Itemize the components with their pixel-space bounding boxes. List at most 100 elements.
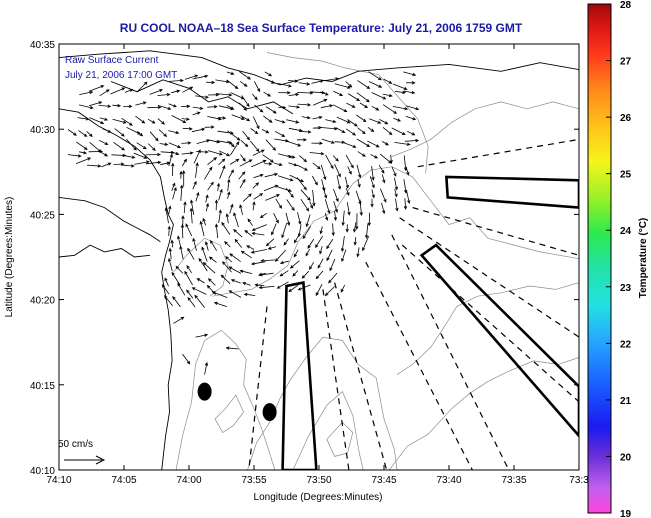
current-vector <box>258 285 275 290</box>
current-vector <box>195 162 199 178</box>
current-vector <box>297 212 302 225</box>
current-vector <box>261 129 270 134</box>
current-vector <box>297 91 314 95</box>
current-vector <box>242 193 252 202</box>
current-vector <box>214 223 219 239</box>
current-vector <box>101 162 112 168</box>
current-vector <box>340 236 345 253</box>
current-vector <box>233 212 239 228</box>
coastline-segment <box>59 244 151 258</box>
current-vector <box>305 248 310 257</box>
current-vector <box>321 138 335 144</box>
current-vector <box>403 198 408 210</box>
current-vector <box>367 212 371 227</box>
x-tick-label: 73:45 <box>371 475 396 486</box>
current-vector <box>168 153 173 167</box>
current-vector <box>279 270 289 277</box>
current-vector <box>371 92 387 100</box>
bathymetry-contours <box>173 52 579 470</box>
current-vector <box>171 182 176 192</box>
current-vector <box>208 256 217 263</box>
current-vector <box>265 238 275 247</box>
current-vector <box>239 269 253 274</box>
current-vector <box>145 160 162 165</box>
current-vector <box>277 83 292 88</box>
current-vector <box>332 104 348 113</box>
current-vector <box>243 292 256 297</box>
current-vector <box>319 246 323 255</box>
current-vector <box>263 184 279 192</box>
current-vector <box>394 142 411 146</box>
current-vector <box>395 198 399 212</box>
current-vector <box>180 223 185 239</box>
current-vector <box>369 118 382 124</box>
current-vector <box>331 223 335 237</box>
colorbar-tick-label: 28 <box>620 0 632 11</box>
current-vector <box>347 166 352 175</box>
current-vector <box>381 141 389 146</box>
current-vector <box>263 91 272 97</box>
current-vector <box>123 104 133 108</box>
current-vector <box>229 203 234 214</box>
current-vector <box>301 270 310 279</box>
current-vector <box>379 119 389 125</box>
current-vector <box>315 284 323 297</box>
current-vector <box>213 301 227 307</box>
current-vector <box>250 128 259 135</box>
current-vector <box>251 224 267 231</box>
current-vector <box>207 278 216 286</box>
current-vector <box>88 85 105 92</box>
current-vector <box>345 128 357 136</box>
scale-arrow <box>64 455 106 465</box>
current-vector <box>171 271 181 286</box>
current-vector <box>238 102 248 111</box>
current-vector <box>309 151 325 156</box>
current-vector <box>181 158 187 167</box>
current-vector <box>234 238 243 248</box>
coastline-segment <box>110 79 294 115</box>
x-tick-label: 73:50 <box>306 475 331 486</box>
current-vector <box>393 117 402 122</box>
current-vector <box>205 194 209 203</box>
current-vector <box>225 346 239 350</box>
current-vector <box>300 198 310 212</box>
current-vector <box>325 154 334 170</box>
current-vector <box>357 151 366 157</box>
y-tick-label: 40:30 <box>30 125 55 136</box>
current-vector <box>301 115 311 120</box>
current-vector <box>171 162 175 177</box>
current-vector <box>333 188 339 203</box>
current-vector <box>315 235 323 249</box>
colorbar-label: Temperature (°C) <box>638 218 649 299</box>
current-vector <box>300 189 311 201</box>
current-vector <box>228 290 242 298</box>
current-vector <box>102 128 112 133</box>
current-vector <box>315 270 324 280</box>
current-vector <box>274 119 286 124</box>
current-vector <box>195 95 210 99</box>
current-vector <box>170 239 174 248</box>
current-vector <box>79 90 94 95</box>
current-vector <box>177 282 186 296</box>
current-vector <box>158 129 168 138</box>
current-vector <box>218 209 222 223</box>
current-vector <box>333 90 344 96</box>
current-vector <box>329 258 336 272</box>
current-vector <box>239 81 248 87</box>
current-vector <box>206 284 217 295</box>
current-vector <box>181 215 185 227</box>
current-vector <box>171 115 187 124</box>
current-vector <box>254 283 265 287</box>
current-vector <box>336 116 351 124</box>
lane-boundary-line <box>401 244 579 403</box>
current-vector <box>341 249 347 263</box>
current-vector <box>345 154 354 169</box>
current-vector <box>274 249 286 262</box>
current-vector <box>194 294 205 308</box>
current-vector <box>381 202 386 215</box>
colorbar <box>587 3 612 514</box>
current-vector <box>382 104 398 114</box>
current-vector <box>168 205 172 215</box>
current-vector <box>383 78 393 84</box>
current-vector <box>182 127 193 131</box>
